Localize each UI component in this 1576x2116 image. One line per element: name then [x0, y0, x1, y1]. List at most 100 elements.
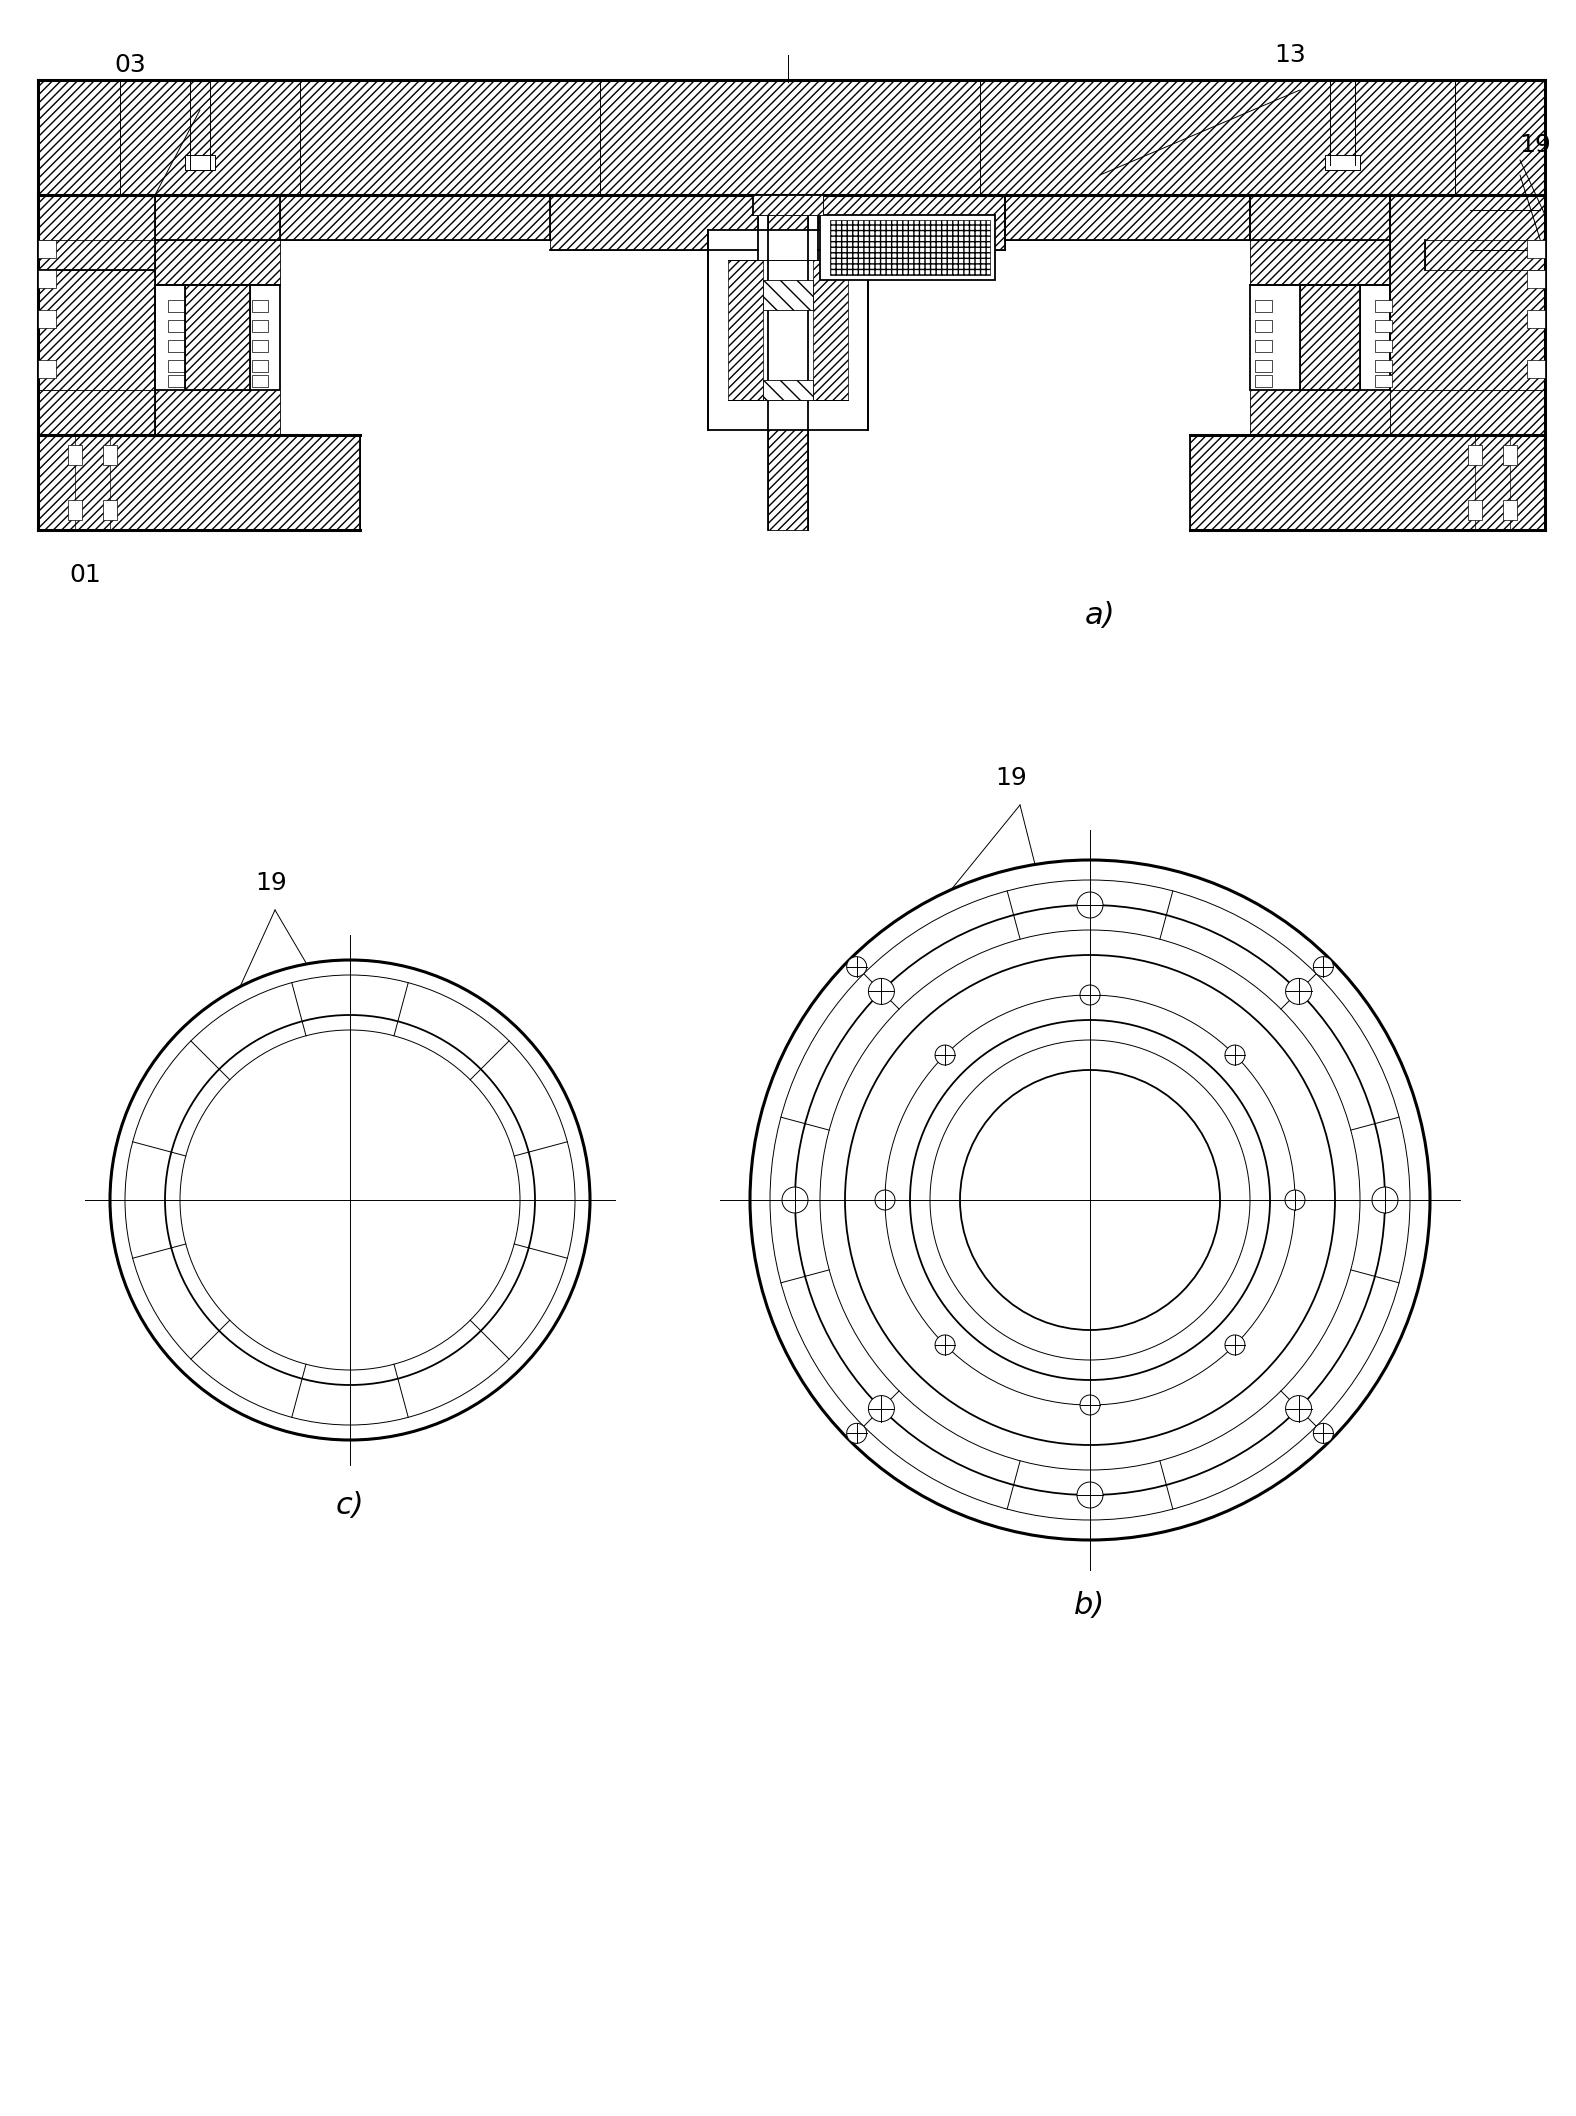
Polygon shape	[708, 231, 868, 430]
Text: 19: 19	[255, 872, 287, 895]
Circle shape	[820, 931, 1360, 1471]
Polygon shape	[550, 195, 758, 250]
Polygon shape	[763, 381, 813, 400]
Polygon shape	[169, 300, 184, 311]
Circle shape	[935, 1045, 955, 1064]
Polygon shape	[154, 389, 281, 436]
Polygon shape	[169, 360, 184, 372]
Polygon shape	[38, 195, 154, 389]
Circle shape	[1286, 1397, 1311, 1422]
Polygon shape	[184, 154, 214, 169]
Text: 19: 19	[1519, 133, 1551, 157]
Circle shape	[165, 1016, 534, 1386]
Polygon shape	[1504, 499, 1518, 521]
Circle shape	[935, 1335, 955, 1354]
Polygon shape	[1250, 389, 1390, 436]
Circle shape	[868, 978, 895, 1005]
Text: 03: 03	[113, 53, 147, 76]
Polygon shape	[1300, 286, 1360, 389]
Polygon shape	[1527, 239, 1544, 258]
Polygon shape	[820, 216, 994, 279]
Polygon shape	[1250, 239, 1390, 286]
Polygon shape	[728, 260, 763, 400]
Polygon shape	[169, 320, 184, 332]
Polygon shape	[1325, 154, 1360, 169]
Polygon shape	[818, 195, 1005, 250]
Circle shape	[125, 975, 575, 1424]
Polygon shape	[38, 271, 57, 288]
Polygon shape	[1390, 195, 1544, 389]
Polygon shape	[1374, 320, 1392, 332]
Circle shape	[1373, 1187, 1398, 1212]
Polygon shape	[184, 286, 251, 389]
Polygon shape	[38, 80, 1544, 195]
Circle shape	[180, 1030, 520, 1369]
Polygon shape	[68, 499, 82, 521]
Polygon shape	[1390, 389, 1544, 436]
Circle shape	[868, 1397, 895, 1422]
Polygon shape	[1504, 444, 1518, 466]
Polygon shape	[1374, 360, 1392, 372]
Polygon shape	[1374, 341, 1392, 351]
Polygon shape	[252, 320, 268, 332]
Polygon shape	[768, 195, 808, 529]
Circle shape	[1225, 1045, 1245, 1064]
Polygon shape	[169, 375, 184, 387]
Polygon shape	[1254, 341, 1272, 351]
Polygon shape	[1425, 239, 1544, 271]
Polygon shape	[102, 444, 117, 466]
Circle shape	[845, 954, 1335, 1445]
Circle shape	[909, 1020, 1270, 1380]
Circle shape	[886, 995, 1295, 1405]
Circle shape	[930, 1039, 1250, 1361]
Polygon shape	[38, 360, 57, 379]
Circle shape	[846, 956, 867, 978]
Circle shape	[960, 1071, 1220, 1331]
Polygon shape	[1374, 375, 1392, 387]
Polygon shape	[154, 195, 281, 239]
Polygon shape	[252, 341, 268, 351]
Circle shape	[771, 880, 1411, 1519]
Polygon shape	[154, 239, 281, 286]
Text: c): c)	[336, 1490, 364, 1519]
Circle shape	[1080, 986, 1100, 1005]
Polygon shape	[1250, 286, 1390, 389]
Polygon shape	[1254, 320, 1272, 332]
Circle shape	[110, 961, 589, 1441]
Polygon shape	[1467, 444, 1481, 466]
Text: 13: 13	[1273, 42, 1307, 68]
Text: b): b)	[1075, 1591, 1106, 1619]
Polygon shape	[38, 436, 359, 529]
Polygon shape	[1527, 311, 1544, 328]
Polygon shape	[252, 300, 268, 311]
Polygon shape	[1190, 436, 1544, 529]
Polygon shape	[1005, 195, 1250, 239]
Circle shape	[1076, 893, 1103, 918]
Circle shape	[1313, 1424, 1333, 1443]
Circle shape	[750, 859, 1429, 1540]
Polygon shape	[38, 239, 154, 271]
Circle shape	[875, 1189, 895, 1210]
Polygon shape	[1527, 271, 1544, 288]
Polygon shape	[1250, 195, 1390, 239]
Polygon shape	[281, 195, 550, 239]
Circle shape	[1076, 1481, 1103, 1509]
Circle shape	[794, 906, 1385, 1496]
Polygon shape	[1527, 360, 1544, 379]
Text: 01: 01	[69, 563, 101, 586]
Polygon shape	[763, 279, 813, 311]
Polygon shape	[38, 389, 154, 436]
Polygon shape	[1374, 300, 1392, 311]
Text: 19: 19	[994, 766, 1026, 789]
Text: a): a)	[1084, 601, 1116, 628]
Polygon shape	[102, 499, 117, 521]
Polygon shape	[154, 286, 281, 389]
Polygon shape	[831, 220, 990, 275]
Circle shape	[1284, 1189, 1305, 1210]
Polygon shape	[38, 311, 57, 328]
Circle shape	[1225, 1335, 1245, 1354]
Polygon shape	[252, 375, 268, 387]
Polygon shape	[753, 195, 823, 216]
Circle shape	[1080, 1394, 1100, 1416]
Circle shape	[782, 1187, 808, 1212]
